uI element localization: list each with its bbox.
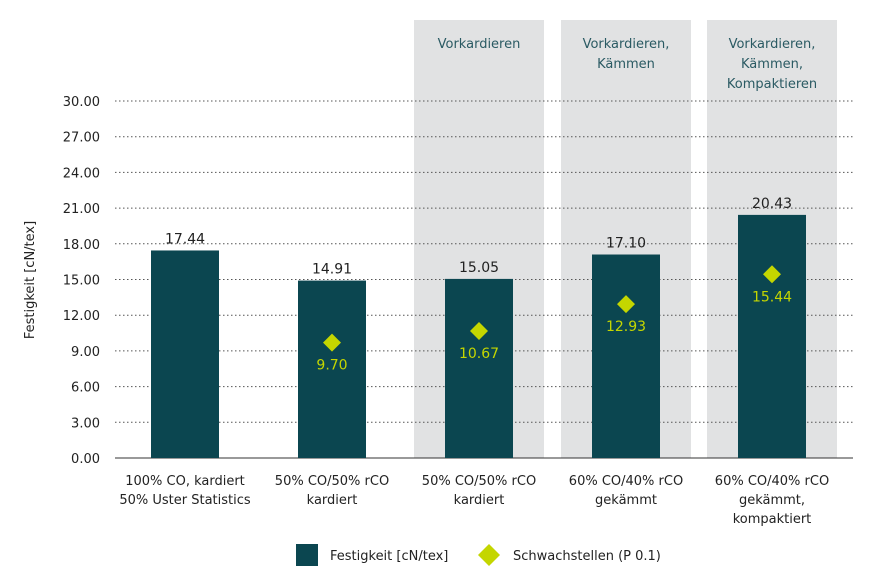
bar-value-label: 14.91 — [312, 262, 352, 278]
legend-bar-swatch — [296, 544, 318, 566]
legend-bar-label: Festigkeit [cN/tex] — [330, 549, 448, 564]
y-tick-label: 6.00 — [71, 381, 100, 396]
weak-point-value-label: 12.93 — [606, 319, 646, 335]
y-axis-ticks: 0.00 3.00 6.00 9.00 12.00 15.00 18.00 21.00 24.0… — [63, 95, 100, 467]
process-band-label: Vorkardieren, — [729, 37, 816, 52]
y-tick-label: 21.00 — [63, 202, 100, 217]
bar — [738, 214, 806, 458]
category-label: gekämmt — [595, 493, 657, 508]
category-label: gekämmt, — [739, 493, 805, 508]
legend: Festigkeit [cN/tex] Schwachstellen (P 0.… — [296, 544, 661, 566]
y-tick-label: 30.00 — [63, 95, 100, 110]
category-label: 50% CO/50% rCO — [422, 474, 536, 489]
process-band-label: Kämmen — [597, 57, 655, 72]
category-label: kardiert — [307, 493, 358, 508]
y-tick-label: 24.00 — [63, 166, 100, 181]
category-label: kardiert — [454, 493, 505, 508]
weak-point-marker — [470, 322, 488, 341]
category-label: 50% Uster Statistics — [119, 493, 251, 508]
process-band-label: Vorkardieren, — [583, 37, 670, 52]
bar — [445, 278, 513, 458]
y-tick-label: 27.00 — [63, 131, 100, 146]
bar-value-label: 20.43 — [752, 196, 792, 212]
category-label: 50% CO/50% rCO — [275, 474, 389, 489]
bar — [151, 250, 219, 458]
y-axis-label: Festigkeit [cN/tex] — [23, 221, 38, 339]
weak-point-value-label: 15.44 — [752, 289, 792, 305]
y-tick-label: 0.00 — [71, 452, 100, 467]
weak-point-value-label: 9.70 — [316, 358, 347, 374]
y-tick-label: 18.00 — [63, 238, 100, 253]
bar — [592, 254, 660, 458]
category-label: 60% CO/40% rCO — [569, 474, 683, 489]
bar-value-label: 17.44 — [165, 231, 205, 247]
y-tick-label: 12.00 — [63, 309, 100, 324]
category-label: 100% CO, kardiert — [125, 474, 245, 489]
category-label: 60% CO/40% rCO — [715, 474, 829, 489]
weak-point-value-label: 10.67 — [459, 346, 499, 362]
y-tick-label: 15.00 — [63, 274, 100, 289]
y-tick-label: 9.00 — [71, 345, 100, 360]
category-label: kompaktiert — [733, 512, 812, 527]
y-tick-label: 3.00 — [71, 416, 100, 431]
process-band-label: Vorkardieren — [438, 37, 521, 52]
bar — [298, 280, 366, 458]
bar-value-label: 15.05 — [459, 260, 499, 276]
weak-point-markers: 9.70 10.67 12.93 15.44 — [316, 265, 792, 374]
legend-diamond-label: Schwachstellen (P 0.1) — [513, 549, 661, 564]
process-band-label: Kompaktieren — [727, 77, 817, 92]
weak-point-marker — [617, 295, 635, 314]
bar-value-label: 17.10 — [606, 236, 646, 252]
bars: 17.44 14.91 15.05 17.10 20.43 — [151, 196, 806, 458]
legend-diamond-swatch — [478, 544, 500, 566]
weak-point-marker — [323, 333, 341, 352]
weak-point-marker — [763, 265, 781, 284]
category-labels: 100% CO, kardiert 50% Uster Statistics 50%… — [119, 474, 829, 527]
process-band-label: Kämmen, — [741, 57, 803, 72]
